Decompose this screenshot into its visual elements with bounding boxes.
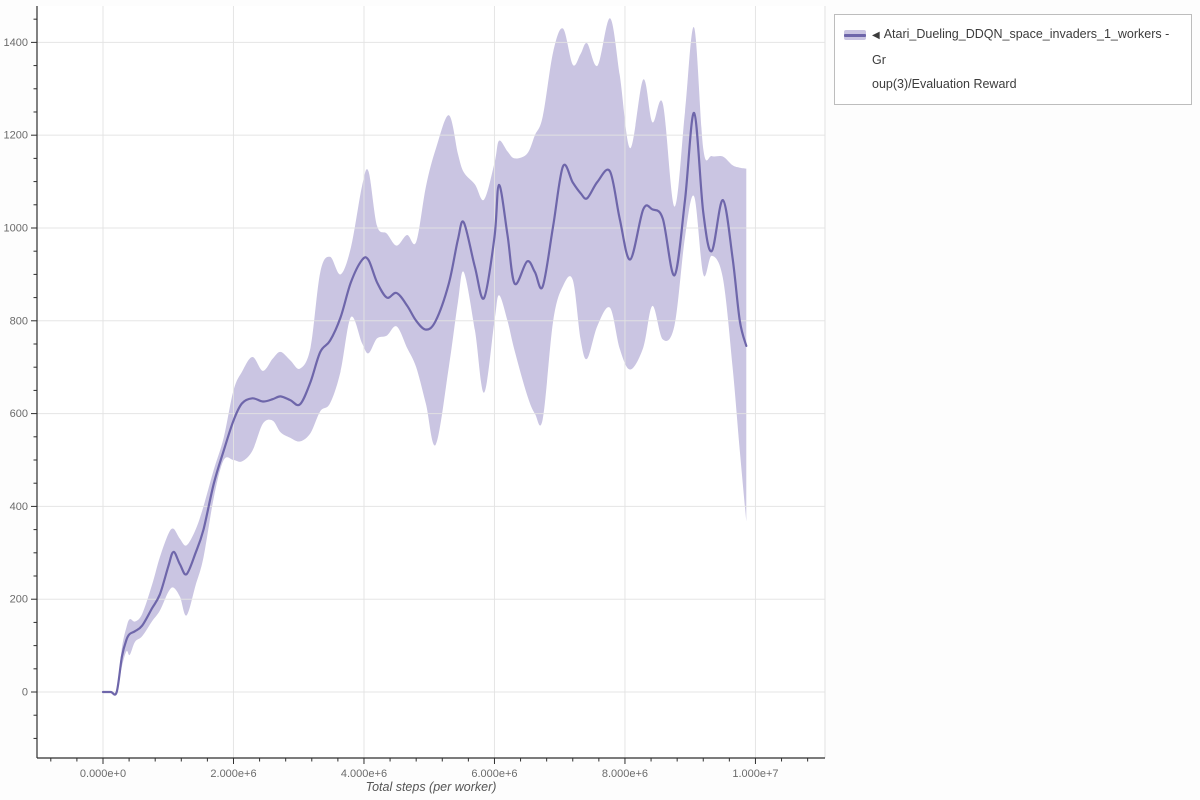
series-swatch-icon	[844, 30, 866, 40]
x-axis-title: Total steps (per worker)	[366, 780, 497, 794]
confidence-band	[103, 18, 747, 696]
legend-item-series[interactable]: ◀ Atari_Dueling_DDQN_space_invaders_1_wor…	[844, 22, 1181, 96]
y-tick-label: 200	[10, 594, 28, 606]
gridlines	[37, 6, 826, 758]
y-tick-label: 600	[10, 408, 28, 420]
y-tick-label: 400	[10, 501, 28, 513]
legend: ◀ Atari_Dueling_DDQN_space_invaders_1_wor…	[834, 14, 1192, 105]
legend-collapse-icon[interactable]: ◀	[872, 30, 880, 41]
legend-label: ◀ Atari_Dueling_DDQN_space_invaders_1_wor…	[872, 22, 1181, 96]
mean-reward-line	[101, 111, 748, 696]
x-tick-label: 6.000e+6	[471, 768, 517, 780]
x-tick-label: 0.000e+0	[80, 768, 126, 780]
tick-labels: 0.000e+0 2.000e+6 4.000e+6 6.000e+6 8.000e+6…	[4, 37, 779, 780]
y-tick-label: 1200	[4, 130, 28, 142]
series-swatch-line-icon	[844, 33, 866, 37]
y-tick-label: 1000	[4, 222, 28, 234]
x-tick-label: 2.000e+6	[210, 768, 256, 780]
axes	[36, 6, 825, 759]
tick-marks	[31, 18, 809, 764]
x-tick-label: 8.000e+6	[602, 768, 648, 780]
legend-label-text1: Atari_Dueling_DDQN_space_invaders_1_work…	[872, 27, 1170, 67]
y-tick-label: 800	[10, 315, 28, 327]
legend-label-line2: oup(3)/Evaluation Reward	[872, 77, 1017, 91]
y-tick-label: 1400	[4, 37, 28, 49]
y-tick-label: 0	[22, 687, 28, 699]
x-tick-label: 1.000e+7	[732, 768, 778, 780]
legend-label-line1: ◀ Atari_Dueling_DDQN_space_invaders_1_wor…	[872, 22, 1181, 72]
x-tick-label: 4.000e+6	[341, 768, 387, 780]
